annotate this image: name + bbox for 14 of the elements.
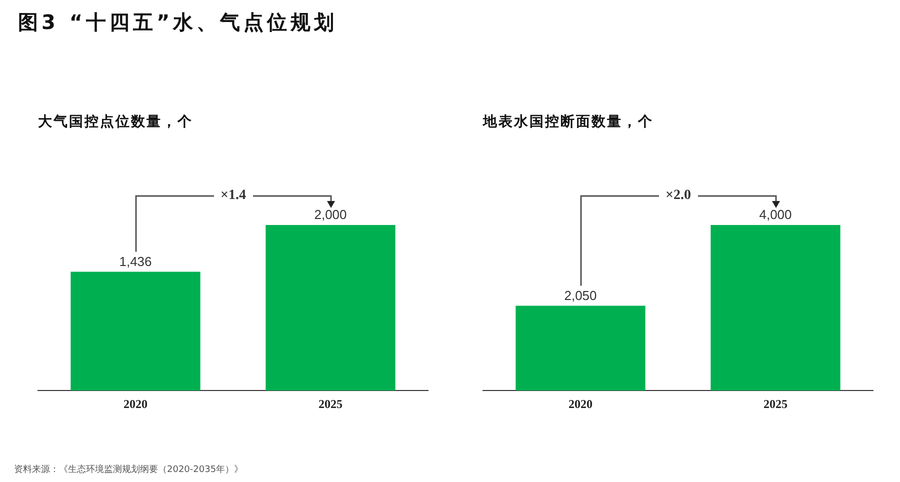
text: ×2.0 [666,188,691,204]
data-label: 2,000 [314,207,347,222]
chart-subtitle: 大气国控点位数量，个 [38,113,193,131]
data-label: 4,000 [759,207,792,222]
x-tick-label: 2020 [568,396,592,411]
x-tick-label: 2020 [124,396,148,411]
x-tick-label: 2025 [318,396,342,411]
x-tick-label: 2025 [764,396,788,411]
text: ×1.4 [220,188,246,204]
text: 资料来源：《生态环境监测规划纲要（2020-2035年）》 [14,464,244,476]
data-label: 2,050 [564,288,597,303]
data-label: 1,436 [119,254,152,269]
chart-subtitle: 地表水国控断面数量，个 [483,113,654,131]
chart-title: 图3 “十四五”水、气点位规划 [18,9,338,36]
